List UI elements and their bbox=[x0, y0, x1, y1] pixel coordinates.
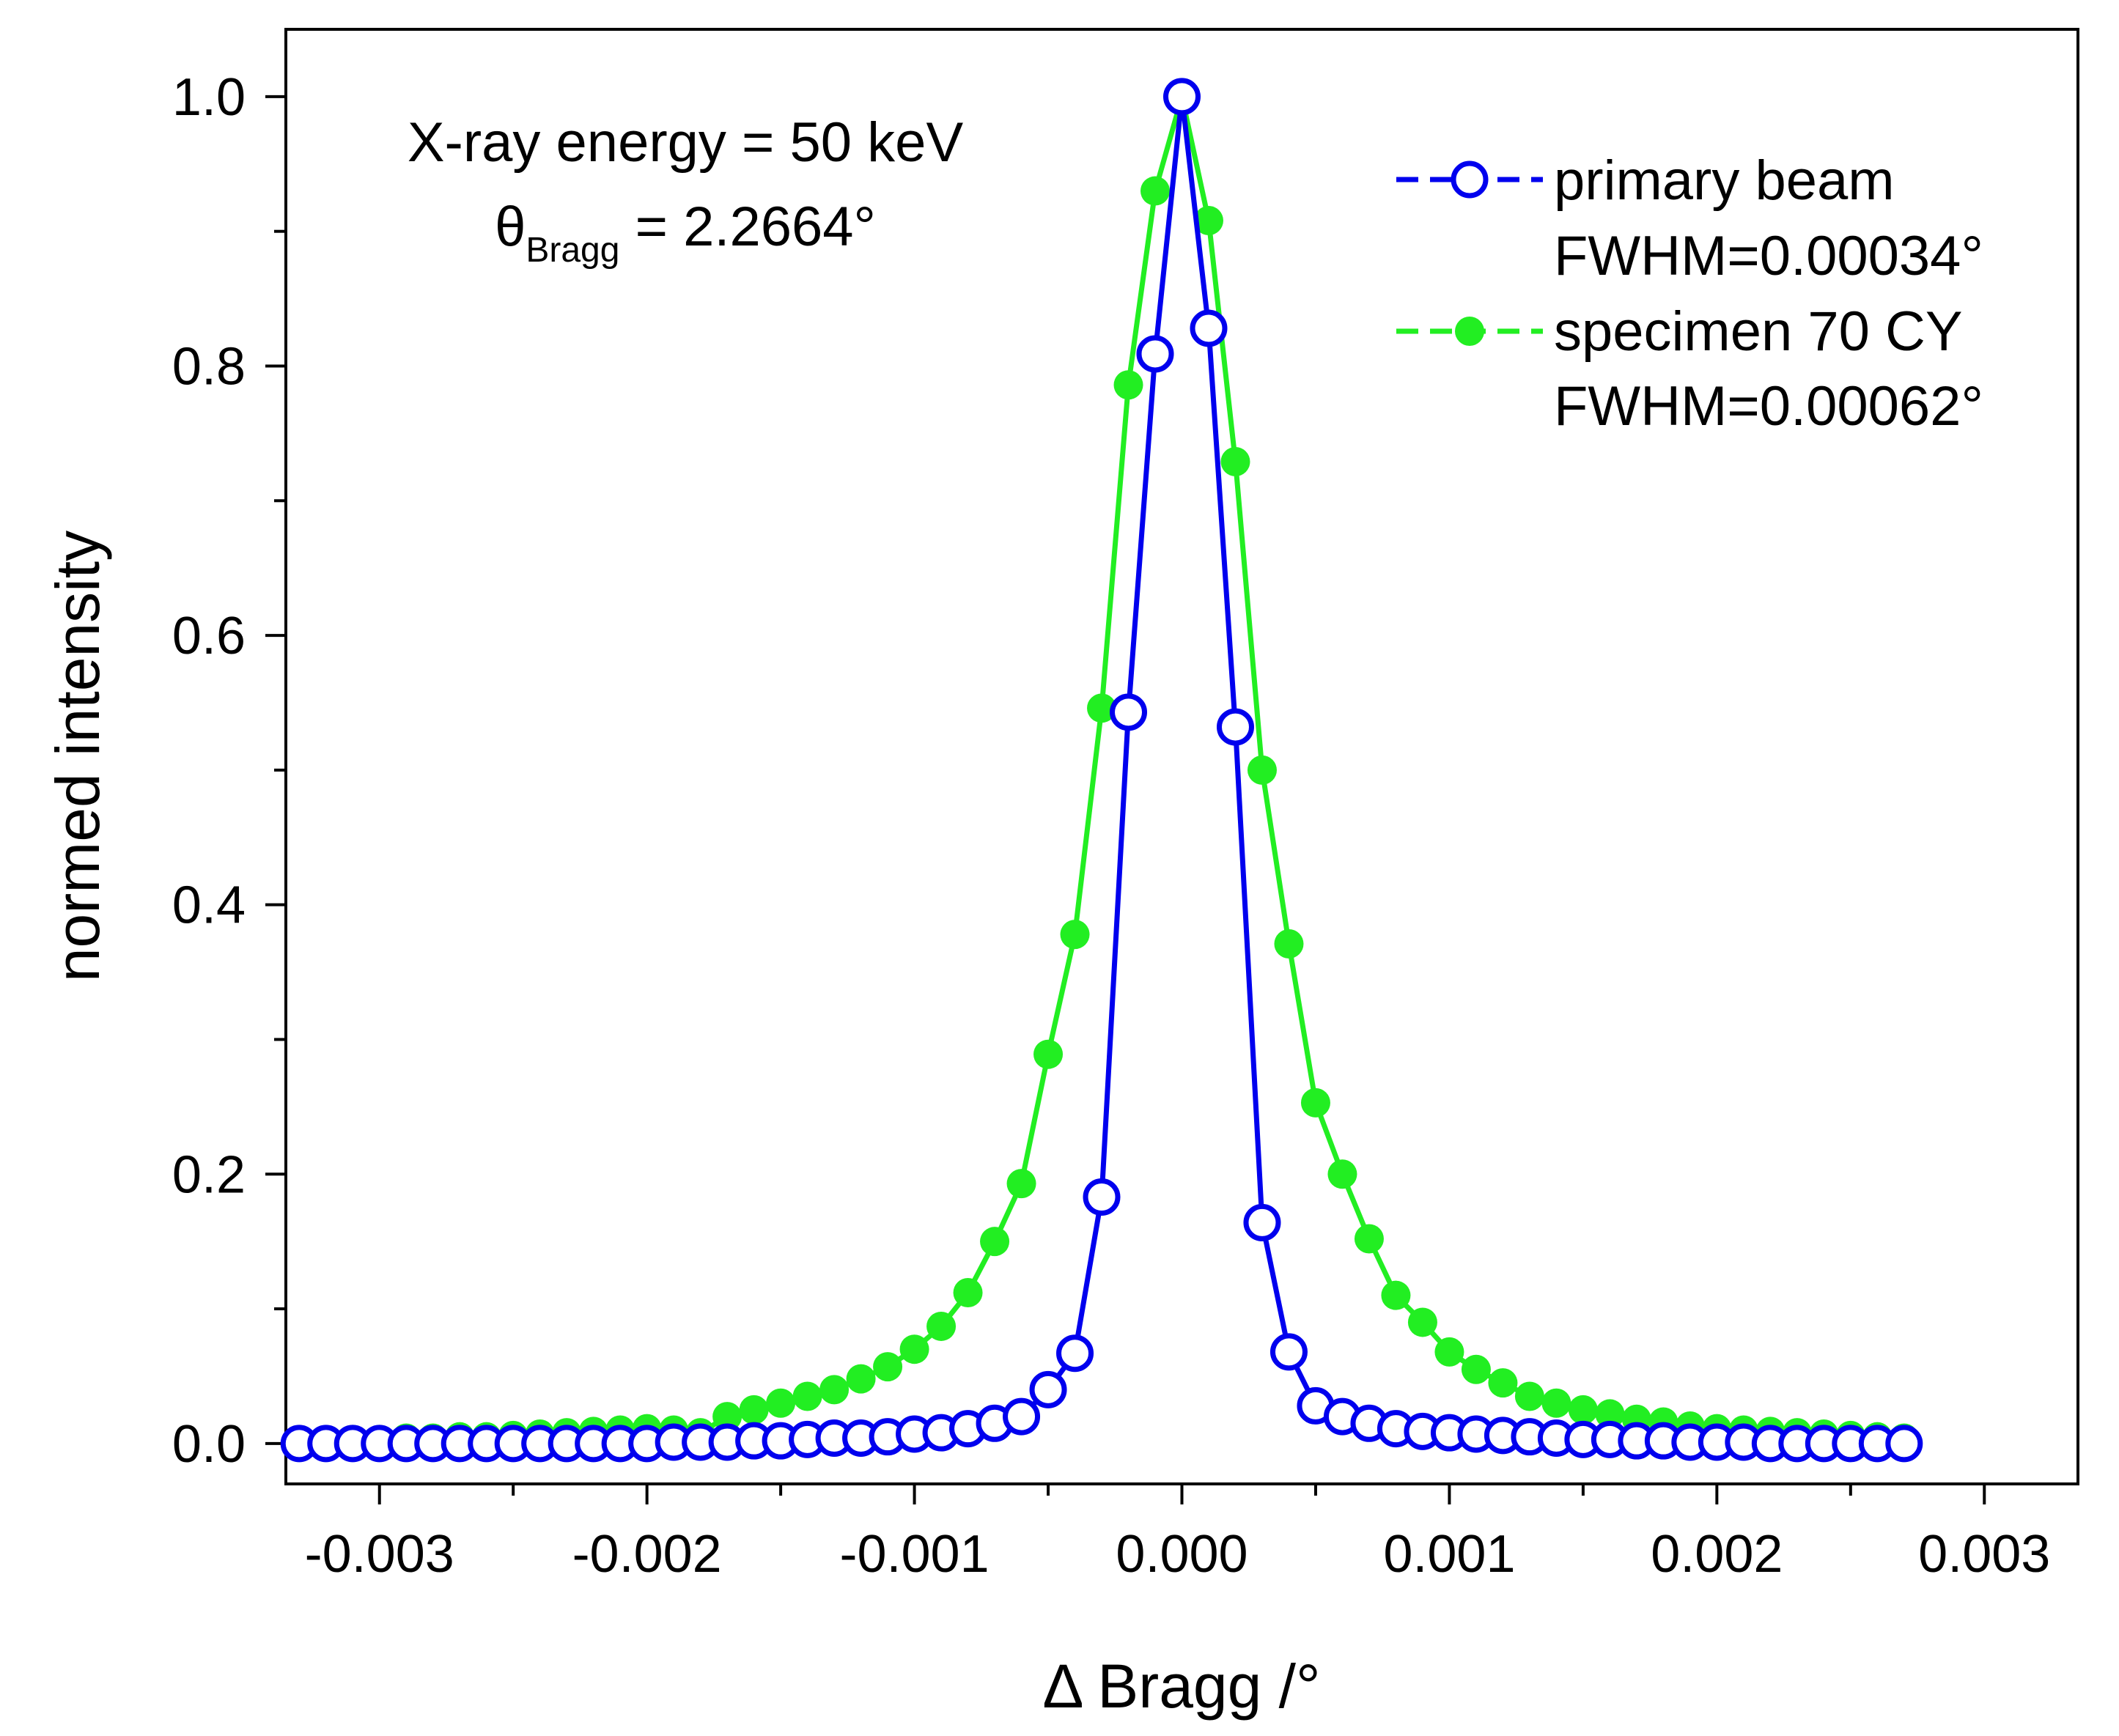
data-point bbox=[1300, 1087, 1330, 1118]
theta-symbol: θ bbox=[495, 196, 526, 258]
legend: primary beam FWHM=0.00034° specimen 70 C… bbox=[1396, 149, 1983, 437]
data-point bbox=[873, 1352, 903, 1382]
data-point bbox=[1163, 78, 1201, 116]
legend-marker-specimen bbox=[1455, 317, 1484, 346]
y-tick-label: 0.6 bbox=[172, 607, 246, 665]
y-tick-label: 0.2 bbox=[172, 1145, 246, 1204]
y-tick-label: 0.0 bbox=[172, 1415, 246, 1474]
data-point bbox=[1269, 1333, 1308, 1371]
y-tick-label: 0.4 bbox=[172, 876, 246, 935]
x-tick-label: 0.003 bbox=[1918, 1525, 2050, 1584]
data-point bbox=[1140, 176, 1171, 206]
legend-fwhm-primary: FWHM=0.00034° bbox=[1554, 225, 1983, 287]
data-point bbox=[1190, 309, 1228, 347]
data-point bbox=[712, 1402, 742, 1432]
legend-label-primary: primary beam bbox=[1554, 149, 1895, 212]
data-point bbox=[1354, 1224, 1384, 1254]
x-axis-ticks: -0.003 -0.002 -0.001 0.000 0.001 0.002 0.003 bbox=[305, 1484, 2050, 1584]
series-specimen bbox=[284, 81, 1919, 1456]
data-point bbox=[1136, 335, 1174, 373]
data-point bbox=[1033, 1039, 1064, 1069]
x-axis-title: Δ Bragg /° bbox=[1042, 1652, 1320, 1721]
data-point bbox=[1029, 1370, 1067, 1408]
data-point bbox=[1274, 928, 1304, 959]
data-point bbox=[1488, 1368, 1518, 1398]
y-tick-label: 0.8 bbox=[172, 337, 246, 396]
x-tick-label: 0.001 bbox=[1383, 1525, 1515, 1584]
data-point bbox=[980, 1227, 1010, 1257]
annotation-theta: θBragg = 2.2664° bbox=[495, 196, 876, 270]
data-point bbox=[1083, 1178, 1121, 1216]
data-point bbox=[792, 1381, 822, 1411]
data-point bbox=[1381, 1280, 1411, 1310]
x-tick-label: -0.003 bbox=[305, 1525, 454, 1584]
data-point bbox=[846, 1364, 876, 1394]
data-point bbox=[926, 1311, 957, 1341]
data-point bbox=[1243, 1203, 1281, 1241]
data-point bbox=[1885, 1425, 1923, 1463]
data-point bbox=[1461, 1354, 1491, 1384]
data-point bbox=[1056, 1334, 1094, 1373]
data-point bbox=[1193, 205, 1223, 235]
data-point bbox=[819, 1375, 850, 1405]
data-point bbox=[899, 1334, 929, 1364]
data-point bbox=[1060, 920, 1090, 950]
data-point bbox=[1087, 693, 1117, 723]
data-point bbox=[1434, 1337, 1464, 1367]
y-axis-title: normed intensity bbox=[43, 531, 112, 982]
data-point bbox=[1216, 708, 1254, 746]
data-point bbox=[1247, 755, 1277, 785]
theta-subscript: Bragg bbox=[526, 231, 619, 270]
x-tick-label: 0.002 bbox=[1651, 1525, 1783, 1584]
data-point bbox=[953, 1278, 983, 1308]
series-line bbox=[299, 94, 1904, 1444]
data-point bbox=[1113, 370, 1143, 400]
series-layer bbox=[280, 78, 1923, 1463]
data-point bbox=[766, 1388, 796, 1418]
theta-value: = 2.2664° bbox=[619, 196, 875, 258]
data-point bbox=[1568, 1395, 1598, 1425]
legend-label-specimen: specimen 70 CY bbox=[1554, 300, 1963, 363]
legend-marker-primary bbox=[1451, 160, 1489, 199]
data-point bbox=[1541, 1388, 1571, 1418]
data-point bbox=[1407, 1307, 1437, 1337]
data-point bbox=[739, 1395, 769, 1425]
data-point bbox=[1595, 1399, 1625, 1429]
series-primary-beam bbox=[280, 78, 1923, 1463]
series-line bbox=[299, 94, 1904, 1447]
data-point bbox=[1006, 1169, 1036, 1199]
annotation: X-ray energy = 50 keV θBragg = 2.2664° bbox=[408, 111, 964, 270]
x-tick-label: 0.000 bbox=[1116, 1525, 1248, 1584]
data-point bbox=[1110, 693, 1148, 731]
data-point bbox=[1003, 1397, 1041, 1436]
x-tick-label: -0.001 bbox=[839, 1525, 989, 1584]
y-tick-label: 1.0 bbox=[172, 68, 246, 127]
legend-fwhm-specimen: FWHM=0.00062° bbox=[1554, 375, 1983, 437]
data-point bbox=[1220, 446, 1250, 476]
y-axis-ticks: 0.0 0.2 0.4 0.6 0.8 1.0 bbox=[172, 68, 286, 1474]
annotation-energy: X-ray energy = 50 keV bbox=[408, 111, 964, 174]
data-point bbox=[1514, 1381, 1544, 1411]
x-tick-label: -0.002 bbox=[572, 1525, 722, 1584]
data-point bbox=[1327, 1159, 1357, 1189]
